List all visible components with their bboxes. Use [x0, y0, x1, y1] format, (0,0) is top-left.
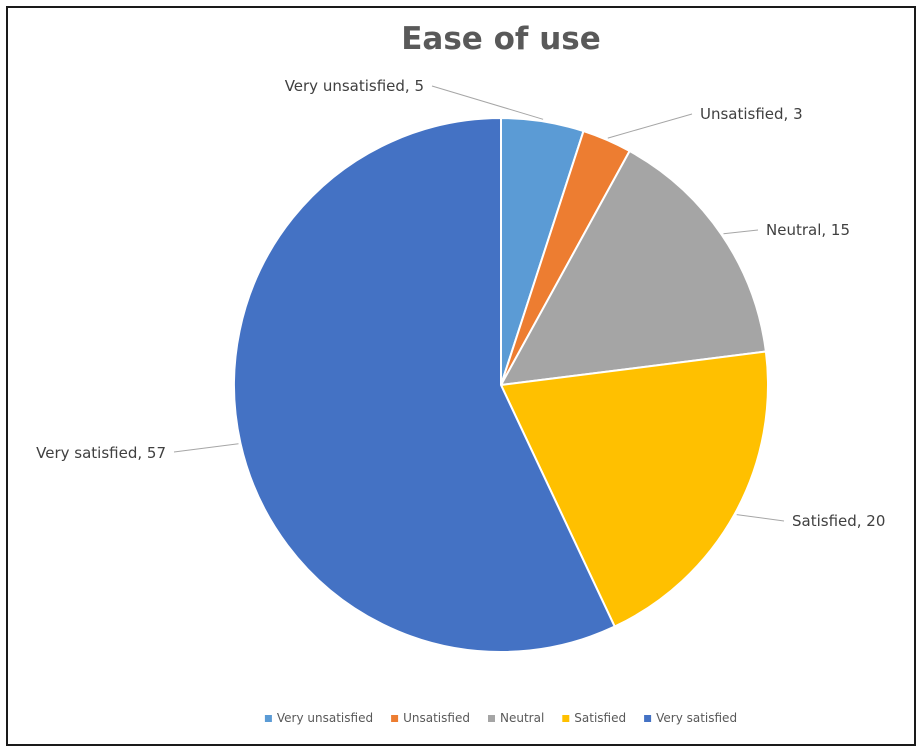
legend-label-very-unsatisfied: Very unsatisfied — [277, 711, 373, 725]
data-label-very-satisfied: Very satisfied, 57 — [36, 444, 166, 462]
pie-slice-neutral — [499, 149, 768, 387]
leader-line-very-satisfied — [173, 443, 239, 453]
legend-item-very-unsatisfied: Very unsatisfied — [264, 711, 373, 725]
legend-label-unsatisfied: Unsatisfied — [403, 711, 470, 725]
pie-slices — [233, 116, 769, 653]
leader-lines — [173, 85, 785, 522]
legend-item-satisfied: Satisfied — [562, 711, 626, 725]
legend-label-neutral: Neutral — [500, 711, 544, 725]
chart-title: Ease of use — [401, 21, 601, 57]
leader-line-neutral — [723, 229, 759, 235]
legend-swatch-very-unsatisfied — [264, 715, 272, 722]
legend: Very unsatisfied Unsatisfied Neutral Satisf… — [264, 711, 737, 725]
data-label-very-unsatisfied: Very unsatisfied, 5 — [285, 77, 424, 95]
data-labels: Very unsatisfied, 5 Unsatisfied, 3 Neutral… — [36, 77, 885, 530]
legend-swatch-satisfied — [562, 715, 570, 722]
leader-line-unsatisfied — [607, 113, 693, 139]
legend-label-very-satisfied: Very satisfied — [656, 711, 737, 725]
leader-line-satisfied — [736, 514, 785, 522]
data-label-unsatisfied: Unsatisfied, 3 — [700, 105, 803, 123]
legend-swatch-unsatisfied — [391, 715, 399, 722]
legend-swatch-neutral — [488, 715, 495, 722]
legend-item-very-satisfied: Very satisfied — [644, 711, 737, 725]
legend-item-neutral: Neutral — [488, 711, 544, 725]
pie-slice-very-satisfied — [233, 116, 617, 653]
legend-label-satisfied: Satisfied — [574, 711, 626, 725]
legend-swatch-very-satisfied — [644, 715, 652, 722]
data-label-neutral: Neutral, 15 — [766, 221, 850, 239]
data-label-satisfied: Satisfied, 20 — [792, 512, 885, 530]
legend-item-unsatisfied: Unsatisfied — [391, 711, 470, 725]
leader-line-very-unsatisfied — [431, 85, 544, 120]
pie-slice-satisfied — [499, 350, 769, 628]
